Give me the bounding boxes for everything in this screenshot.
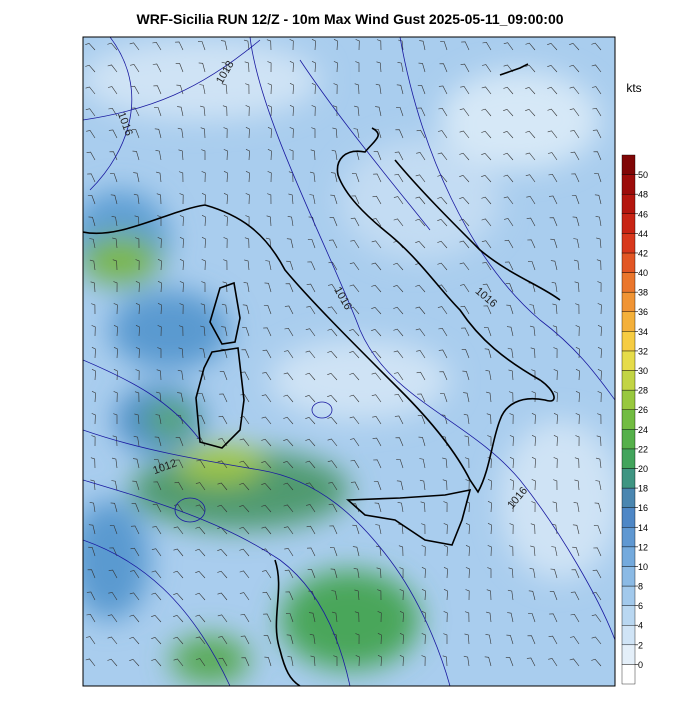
- colorbar-tick-label: 50: [638, 170, 648, 180]
- map-frame: [82, 36, 616, 687]
- coastlines: [83, 63, 561, 686]
- colorbar-tick-label: 0: [638, 660, 643, 670]
- colorbar-box: [621, 331, 636, 352]
- colorbar-box: [621, 429, 636, 450]
- colorbar-tick-label: 40: [638, 268, 648, 278]
- colorbar-tick-label: 16: [638, 503, 648, 513]
- colorbar-tick-label: 10: [638, 562, 648, 572]
- colorbar-tick-label: 30: [638, 366, 648, 376]
- colorbar-tick-label: 6: [638, 601, 643, 611]
- colorbar-box: [621, 272, 636, 293]
- colorbar-box: [621, 311, 636, 332]
- colorbar-box: [621, 291, 636, 312]
- colorbar-box: [621, 487, 636, 508]
- colorbar-box: [621, 174, 636, 195]
- colorbar-box: [621, 644, 636, 665]
- colorbar-tick-label: 36: [638, 307, 648, 317]
- colorbar-box: [621, 605, 636, 626]
- colorbar-tick-label: 38: [638, 288, 648, 298]
- colorbar-tick-label: 34: [638, 327, 648, 337]
- colorbar-box: [621, 527, 636, 548]
- colorbar-tick-label: 46: [638, 209, 648, 219]
- colorbar-tick-label: 2: [638, 640, 643, 650]
- colorbar-tick-label: 8: [638, 582, 643, 592]
- colorbar-box: [621, 546, 636, 567]
- colorbar-tick-label: 12: [638, 542, 648, 552]
- colorbar-tick-label: 42: [638, 248, 648, 258]
- colorbar-box: [621, 350, 636, 371]
- colorbar-tick-label: 20: [638, 464, 648, 474]
- colorbar-tick-label: 28: [638, 386, 648, 396]
- colorbar-box: [621, 233, 636, 254]
- colorbar-box: [621, 193, 636, 214]
- colorbar-tick-label: 18: [638, 484, 648, 494]
- colorbar-box: [621, 370, 636, 391]
- colorbar-tick-label: 44: [638, 229, 648, 239]
- colorbar-tick-label: 22: [638, 444, 648, 454]
- colorbar-box: [621, 625, 636, 646]
- colorbar-box: [621, 664, 636, 685]
- wind-barbs: [85, 39, 602, 667]
- colorbar-tick-label: 48: [638, 190, 648, 200]
- colorbar-box: [621, 213, 636, 234]
- colorbar-box: [621, 507, 636, 528]
- colorbar-box: [621, 566, 636, 587]
- colorbar: 0246810121416182022242628303234363840424…: [621, 154, 648, 685]
- title: WRF-Sicilia RUN 12/Z - 10m Max Wind Gust…: [136, 11, 563, 27]
- colorbar-tick-label: 4: [638, 621, 643, 631]
- colorbar-box: [621, 252, 636, 273]
- colorbar-unit: kts: [626, 81, 641, 95]
- colorbar-tick-label: 24: [638, 425, 648, 435]
- colorbar-tick-label: 32: [638, 346, 648, 356]
- colorbar-tick-label: 14: [638, 523, 648, 533]
- map: [83, 37, 615, 686]
- isobars: [83, 37, 615, 686]
- colorbar-box: [621, 409, 636, 430]
- colorbar-box: [621, 389, 636, 410]
- colorbar-tick-label: 26: [638, 405, 648, 415]
- colorbar-box: [621, 154, 636, 175]
- colorbar-box: [621, 468, 636, 489]
- colorbar-box: [621, 585, 636, 606]
- colorbar-box: [621, 448, 636, 469]
